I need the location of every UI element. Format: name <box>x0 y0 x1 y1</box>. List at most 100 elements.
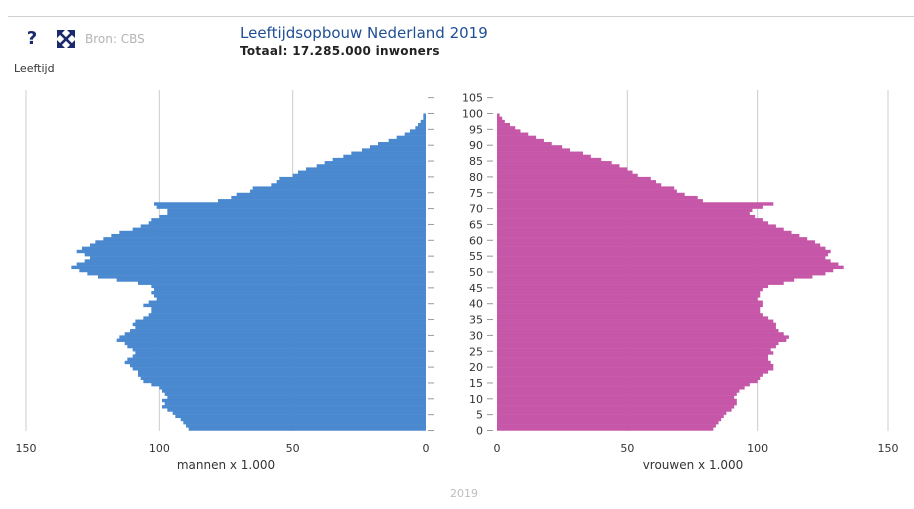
bar-men-age-19 <box>132 367 426 371</box>
bar-men-age-31 <box>130 329 426 333</box>
bar-women-age-1 <box>497 424 716 428</box>
expand-arrows-icon <box>57 30 75 48</box>
bar-men-age-35 <box>143 316 427 320</box>
bar-women-age-55 <box>497 252 829 257</box>
bar-women-age-74 <box>497 192 685 197</box>
bar-men-age-43 <box>151 291 427 295</box>
bar-women-age-10 <box>497 395 735 400</box>
bar-women-age-28 <box>497 338 787 342</box>
age-tick-label: 65 <box>469 218 483 231</box>
bar-women-age-14 <box>497 382 750 387</box>
bar-men-age-72 <box>218 199 426 203</box>
bar-men-age-91 <box>388 138 426 143</box>
bar-women-age-8 <box>497 401 737 406</box>
bar-men-age-38 <box>151 306 427 311</box>
bar-men-age-55 <box>84 252 427 257</box>
bar-women-age-7 <box>497 405 735 409</box>
age-tick-label: 45 <box>469 282 483 295</box>
bar-women-age-56 <box>497 249 831 254</box>
x-tick-label-men: 0 <box>423 442 430 455</box>
bar-men-age-49 <box>87 272 426 276</box>
bar-women-age-49 <box>497 272 826 276</box>
bar-women-age-63 <box>497 227 784 232</box>
bar-women-age-46 <box>497 281 784 285</box>
bar-men-age-63 <box>132 227 426 232</box>
bar-women-age-16 <box>497 376 761 381</box>
bar-women-age-58 <box>497 243 821 247</box>
bar-men-age-29 <box>119 335 426 339</box>
bar-men-age-2 <box>183 420 426 425</box>
bar-men-age-6 <box>167 408 427 412</box>
bar-women-age-30 <box>497 332 784 336</box>
expand-button[interactable] <box>56 29 76 49</box>
age-tick-label: 30 <box>469 329 483 342</box>
bar-women-age-44 <box>497 287 763 292</box>
age-tick-label: 75 <box>469 187 483 200</box>
bar-women-age-25 <box>497 348 771 352</box>
bar-men-age-15 <box>143 379 427 384</box>
bar-men-age-45 <box>151 284 427 289</box>
bar-men-age-11 <box>164 392 426 396</box>
bar-men-age-61 <box>111 233 426 238</box>
help-button[interactable]: ? <box>26 27 38 49</box>
bar-women-age-60 <box>497 237 808 241</box>
age-tick-label: 40 <box>469 298 483 311</box>
bar-men-age-26 <box>127 344 426 349</box>
bar-men-age-7 <box>162 405 426 409</box>
bar-men-age-88 <box>362 148 426 152</box>
age-tick-label: 0 <box>476 425 483 438</box>
bar-men-age-0 <box>188 427 426 431</box>
age-tick-label: 50 <box>469 266 483 279</box>
bar-men-age-30 <box>124 332 427 336</box>
bar-women-age-54 <box>497 256 826 260</box>
bar-women-age-64 <box>497 224 776 228</box>
bar-women-age-9 <box>497 398 737 403</box>
age-tick-label: 35 <box>469 314 483 327</box>
bar-women-age-65 <box>497 221 769 225</box>
bar-men-age-85 <box>332 157 426 162</box>
bar-women-age-17 <box>497 373 763 377</box>
bar-men-age-16 <box>140 376 426 381</box>
bar-men-age-34 <box>135 319 427 323</box>
bar-women-age-32 <box>497 325 776 330</box>
top-divider <box>8 16 914 17</box>
bar-men-age-98 <box>423 116 426 121</box>
bar-men-age-37 <box>151 310 427 314</box>
bar-men-age-21 <box>124 360 427 365</box>
bar-women-age-52 <box>497 262 839 266</box>
bar-men-age-92 <box>396 135 426 140</box>
x-tick-label-women: 150 <box>878 442 899 455</box>
year-label: 2019 <box>450 487 478 500</box>
bar-women-age-26 <box>497 344 776 349</box>
bar-women-age-31 <box>497 329 779 333</box>
bar-women-age-21 <box>497 360 771 365</box>
bar-women-age-50 <box>497 268 834 273</box>
bar-women-age-99 <box>497 113 500 117</box>
bar-women-age-82 <box>497 167 628 171</box>
bar-men-age-73 <box>231 195 426 200</box>
bar-women-age-19 <box>497 367 774 371</box>
bar-men-age-68 <box>167 211 427 216</box>
bar-women-age-98 <box>497 116 503 121</box>
bar-women-age-78 <box>497 180 657 184</box>
age-tick-label: 90 <box>469 139 483 152</box>
bar-men-age-65 <box>148 221 426 225</box>
x-axis-label-men: mannen x 1.000 <box>177 458 275 472</box>
bar-women-age-93 <box>497 132 529 136</box>
bar-men-age-59 <box>95 240 426 244</box>
bar-women-age-33 <box>497 322 776 327</box>
bar-men-age-71 <box>154 202 426 206</box>
age-tick-label: 20 <box>469 361 483 374</box>
bar-men-age-12 <box>162 389 426 393</box>
x-tick-label-men: 150 <box>16 442 37 455</box>
bar-men-age-89 <box>370 145 426 149</box>
bar-men-age-80 <box>292 173 426 178</box>
bar-men-age-84 <box>324 161 426 165</box>
bar-women-age-73 <box>497 195 698 200</box>
bar-women-age-94 <box>497 129 521 133</box>
bar-men-age-86 <box>343 154 426 159</box>
bar-women-age-57 <box>497 246 826 251</box>
bar-women-age-72 <box>497 199 703 203</box>
bar-women-age-53 <box>497 259 831 263</box>
